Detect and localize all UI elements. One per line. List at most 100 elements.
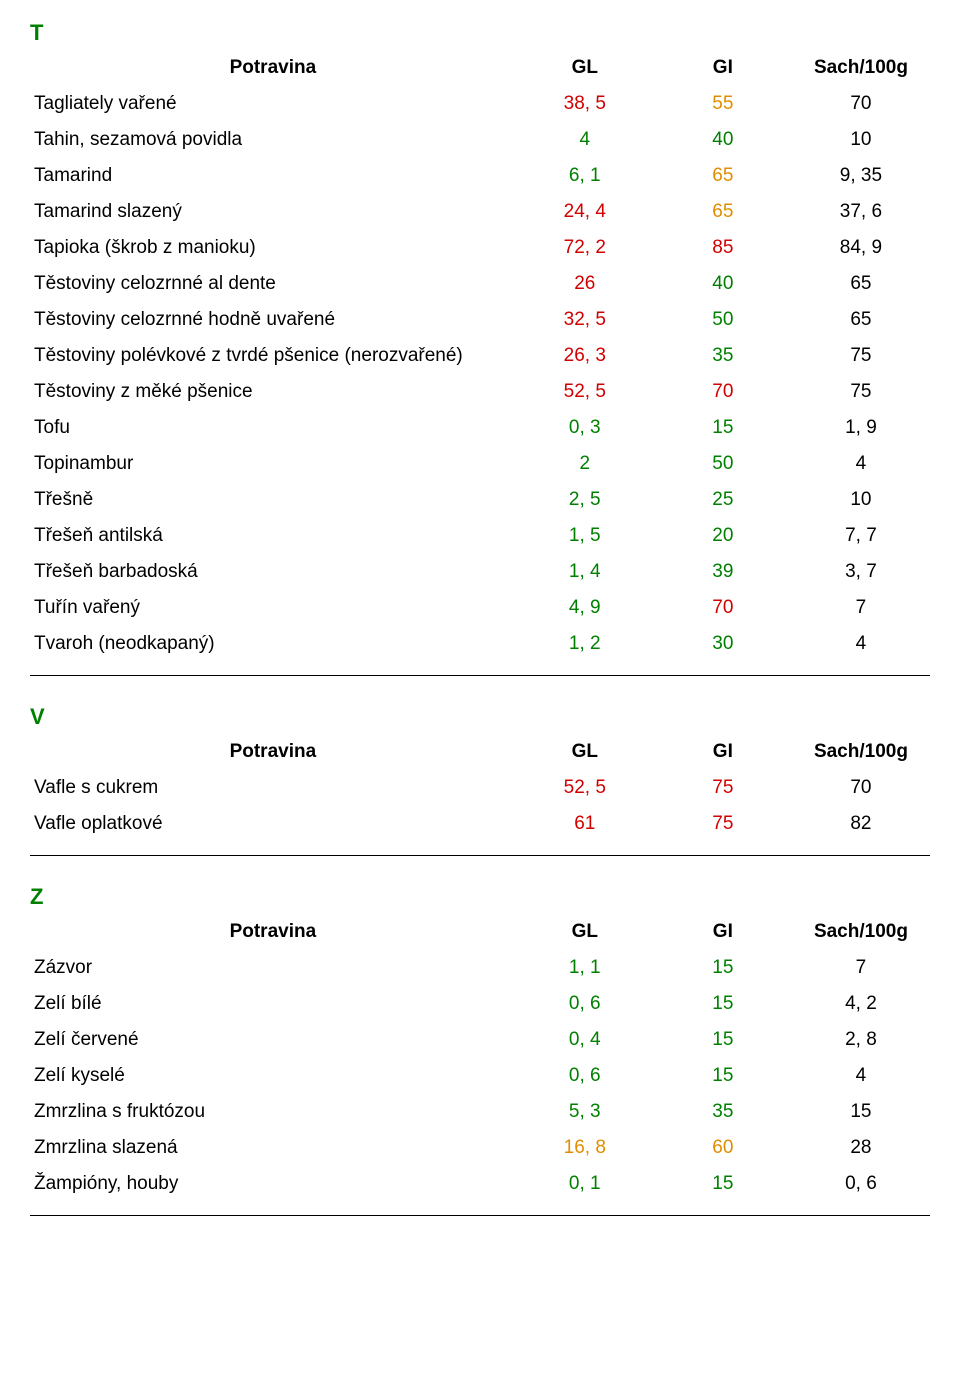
sach-value: 4 (792, 1058, 930, 1094)
food-name: Vafle s cukrem (30, 770, 516, 806)
table-row: Tvaroh (neodkapaný)1, 2304 (30, 626, 930, 667)
table-row: Tuřín vařený4, 9707 (30, 590, 930, 626)
table-row: Zmrzlina s fruktózou5, 33515 (30, 1094, 930, 1130)
sach-value: 70 (792, 770, 930, 806)
sach-value: 7 (792, 950, 930, 986)
gl-value: 1, 5 (516, 518, 654, 554)
food-name: Zmrzlina s fruktózou (30, 1094, 516, 1130)
food-name: Zázvor (30, 950, 516, 986)
header-sach: Sach/100g (792, 50, 930, 86)
gi-value: 15 (654, 986, 792, 1022)
gl-value: 6, 1 (516, 158, 654, 194)
food-name: Tamarind slazený (30, 194, 516, 230)
food-name: Žampióny, houby (30, 1166, 516, 1207)
gi-value: 50 (654, 446, 792, 482)
food-name: Třešeň antilská (30, 518, 516, 554)
food-name: Těstoviny celozrnné al dente (30, 266, 516, 302)
table-row: Těstoviny polévkové z tvrdé pšenice (ner… (30, 338, 930, 374)
page-root: T PotravinaGLGISach/100gTagliately vařené… (30, 20, 930, 1216)
sach-value: 1, 9 (792, 410, 930, 446)
gi-value: 35 (654, 1094, 792, 1130)
sach-value: 65 (792, 302, 930, 338)
header-gl: GL (516, 914, 654, 950)
table-row: Zelí červené0, 4152, 8 (30, 1022, 930, 1058)
table-row: Tapioka (škrob z manioku)72, 28584, 9 (30, 230, 930, 266)
table-row: Zázvor1, 1157 (30, 950, 930, 986)
food-name: Topinambur (30, 446, 516, 482)
table-row: Třešeň barbadoská1, 4393, 7 (30, 554, 930, 590)
section-letter: Z (30, 884, 930, 910)
gl-value: 1, 4 (516, 554, 654, 590)
sach-value: 65 (792, 266, 930, 302)
sach-value: 3, 7 (792, 554, 930, 590)
sach-value: 10 (792, 122, 930, 158)
food-table: PotravinaGLGISach/100gZázvor1, 1157Zelí … (30, 914, 930, 1207)
section-divider (30, 855, 930, 856)
table-row: Třešeň antilská1, 5207, 7 (30, 518, 930, 554)
table-row: Tagliately vařené38, 55570 (30, 86, 930, 122)
gl-value: 0, 4 (516, 1022, 654, 1058)
sach-value: 15 (792, 1094, 930, 1130)
gi-value: 70 (654, 374, 792, 410)
header-gi: GI (654, 50, 792, 86)
gi-value: 40 (654, 266, 792, 302)
table-row: Tahin, sezamová povidla44010 (30, 122, 930, 158)
header-gl: GL (516, 734, 654, 770)
sach-value: 4 (792, 626, 930, 667)
gl-value: 2, 5 (516, 482, 654, 518)
gl-value: 4 (516, 122, 654, 158)
header-sach: Sach/100g (792, 734, 930, 770)
gl-value: 0, 6 (516, 986, 654, 1022)
table-row: Vafle s cukrem52, 57570 (30, 770, 930, 806)
table-row: Těstoviny celozrnné hodně uvařené32, 550… (30, 302, 930, 338)
table-row: Těstoviny celozrnné al dente264065 (30, 266, 930, 302)
sach-value: 4, 2 (792, 986, 930, 1022)
header-sach: Sach/100g (792, 914, 930, 950)
header-gl: GL (516, 50, 654, 86)
section-letter: T (30, 20, 930, 46)
sach-value: 82 (792, 806, 930, 847)
gl-value: 5, 3 (516, 1094, 654, 1130)
food-name: Tofu (30, 410, 516, 446)
gl-value: 0, 3 (516, 410, 654, 446)
food-name: Tvaroh (neodkapaný) (30, 626, 516, 667)
sach-value: 84, 9 (792, 230, 930, 266)
gi-value: 65 (654, 194, 792, 230)
sach-value: 0, 6 (792, 1166, 930, 1207)
food-name: Těstoviny polévkové z tvrdé pšenice (ner… (30, 338, 516, 374)
gl-value: 52, 5 (516, 374, 654, 410)
table-row: Tofu0, 3151, 9 (30, 410, 930, 446)
sach-value: 37, 6 (792, 194, 930, 230)
gl-value: 61 (516, 806, 654, 847)
sach-value: 70 (792, 86, 930, 122)
food-table: PotravinaGLGISach/100gVafle s cukrem52, … (30, 734, 930, 847)
gi-value: 50 (654, 302, 792, 338)
food-table: PotravinaGLGISach/100gTagliately vařené3… (30, 50, 930, 667)
gl-value: 52, 5 (516, 770, 654, 806)
table-row: Vafle oplatkové617582 (30, 806, 930, 847)
food-name: Zmrzlina slazená (30, 1130, 516, 1166)
gi-value: 70 (654, 590, 792, 626)
gi-value: 75 (654, 770, 792, 806)
table-row: Žampióny, houby0, 1150, 6 (30, 1166, 930, 1207)
gi-value: 15 (654, 1058, 792, 1094)
gl-value: 24, 4 (516, 194, 654, 230)
gi-value: 35 (654, 338, 792, 374)
food-name: Těstoviny z měké pšenice (30, 374, 516, 410)
gl-value: 4, 9 (516, 590, 654, 626)
header-gi: GI (654, 914, 792, 950)
section-letter: V (30, 704, 930, 730)
sach-value: 7 (792, 590, 930, 626)
food-name: Tapioka (škrob z manioku) (30, 230, 516, 266)
gi-value: 25 (654, 482, 792, 518)
gi-value: 85 (654, 230, 792, 266)
gi-value: 39 (654, 554, 792, 590)
food-name: Zelí červené (30, 1022, 516, 1058)
sach-value: 2, 8 (792, 1022, 930, 1058)
food-name: Třešně (30, 482, 516, 518)
gl-value: 0, 1 (516, 1166, 654, 1207)
sach-value: 10 (792, 482, 930, 518)
gi-value: 65 (654, 158, 792, 194)
gl-value: 2 (516, 446, 654, 482)
table-row: Zelí bílé0, 6154, 2 (30, 986, 930, 1022)
